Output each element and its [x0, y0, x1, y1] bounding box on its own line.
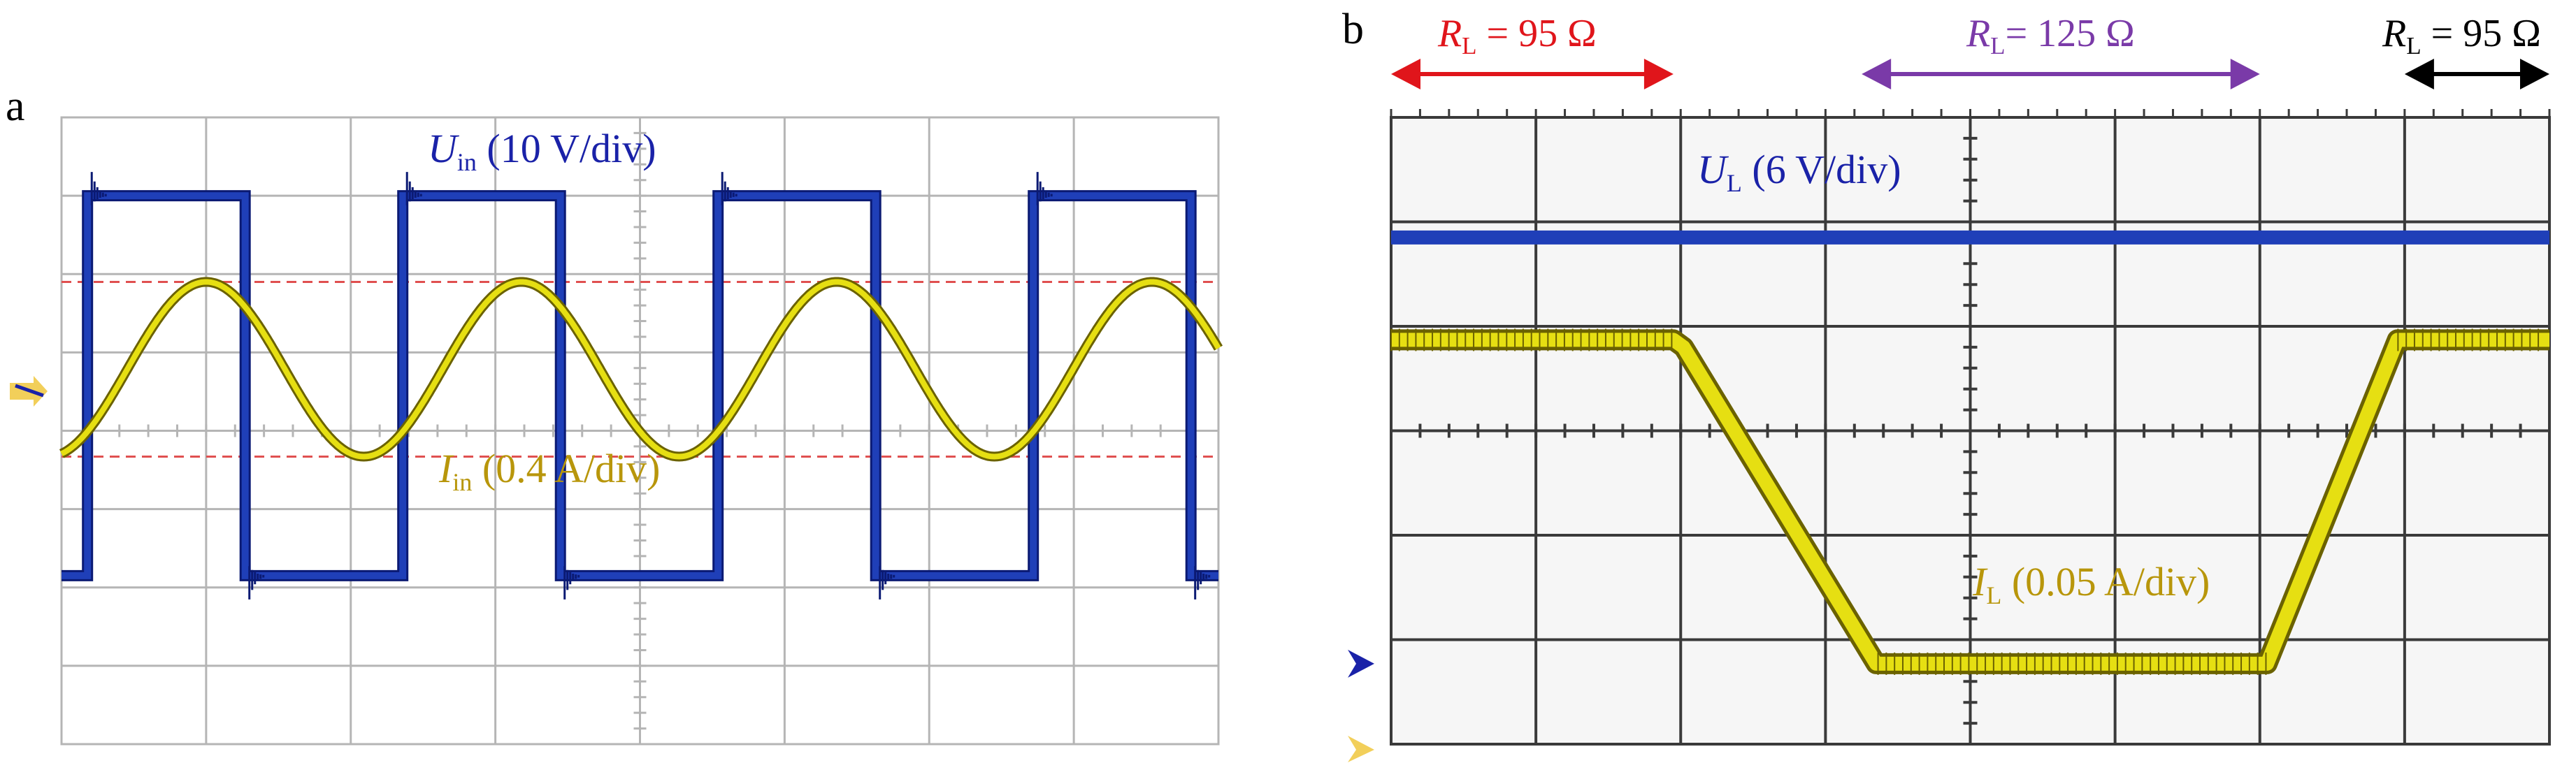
panel-b-load-label-text: = 95 Ω	[2422, 12, 2541, 55]
panel-b-load-label: RL = 95 Ω	[1437, 12, 1597, 59]
panel-a-ground-marker-stripe	[15, 384, 44, 398]
panel-b-current-label-symbol: I	[1972, 559, 1988, 604]
panel-b-load-arrow-head-left	[2404, 59, 2434, 89]
panel-a: a Uin (10 V/div) Iin (0.4 A/div)	[6, 82, 1223, 746]
panel-b-load-annotation: RL = 95 Ω	[1391, 12, 1674, 89]
panel-b-current-label-text: (0.05 A/div)	[2001, 559, 2210, 604]
panel-b-current-label-subscript: L	[1986, 581, 2001, 609]
panel-b-load-arrow-head-right	[2520, 59, 2549, 89]
panel-b-load-label-subscript: L	[1462, 32, 1476, 59]
panel-a-ground-marker	[10, 376, 48, 407]
panel-b-load-label-text: = 95 Ω	[1477, 12, 1597, 55]
panel-b-load-label-text: = 125 Ω	[2006, 12, 2135, 55]
panel-b-letter: b	[1342, 6, 1364, 53]
panel-b-load-annotation: RL = 95 Ω	[2382, 12, 2549, 89]
panel-b-load-label-subscript: L	[1990, 32, 2005, 59]
panel-b-voltage-label-symbol: U	[1697, 147, 1729, 192]
panel-b-current-marker	[1348, 736, 1374, 762]
panel-a-voltage-label-symbol: U	[428, 126, 460, 171]
panel-b-load-label-subscript: L	[2406, 32, 2421, 59]
panel-b-current-label: IL (0.05 A/div)	[1972, 559, 2210, 609]
panel-a-voltage-trace	[62, 192, 1218, 579]
panel-b-load-arrow-head-left	[1391, 59, 1420, 89]
panel-b-voltage-label: UL (6 V/div)	[1697, 147, 1901, 197]
panel-b-load-label-symbol: R	[2382, 12, 2406, 55]
panel-b-load-label: RL = 95 Ω	[2382, 12, 2541, 59]
panel-a-current-label-subscript: in	[452, 468, 472, 496]
panel-a-voltage-label: Uin (10 V/div)	[428, 126, 656, 176]
panel-b: b UL (6 V/div)IL (0.05 A/div)RL = 95 Ω RL…	[1342, 6, 2551, 762]
panel-b-load-label: RL= 125 Ω	[1966, 12, 2135, 59]
panel-a-current-label-symbol: I	[438, 446, 454, 491]
panel-a-voltage-label-subscript: in	[457, 148, 477, 176]
panel-b-load-annotation: RL= 125 Ω	[1862, 12, 2260, 89]
panel-a-current-label: Iin (0.4 A/div)	[438, 446, 660, 496]
panel-a-voltage-label-text: (10 V/div)	[477, 126, 656, 171]
panel-b-load-label-symbol: R	[1437, 12, 1462, 55]
panel-a-current-trace	[60, 279, 1221, 460]
panel-a-letter: a	[6, 82, 25, 130]
panel-b-voltage-label-subscript: L	[1727, 169, 1742, 197]
panel-b-voltage-label-text: (6 V/div)	[1742, 147, 1901, 192]
panel-a-current-label-text: (0.4 A/div)	[472, 446, 660, 491]
panel-b-voltage-marker	[1348, 649, 1374, 678]
panel-b-load-arrow-head-right	[2230, 59, 2260, 89]
panel-b-load-label-symbol: R	[1966, 12, 1990, 55]
panel-b-load-arrow-head-right	[1643, 59, 1674, 89]
panel-b-load-arrow-head-left	[1862, 59, 1892, 89]
